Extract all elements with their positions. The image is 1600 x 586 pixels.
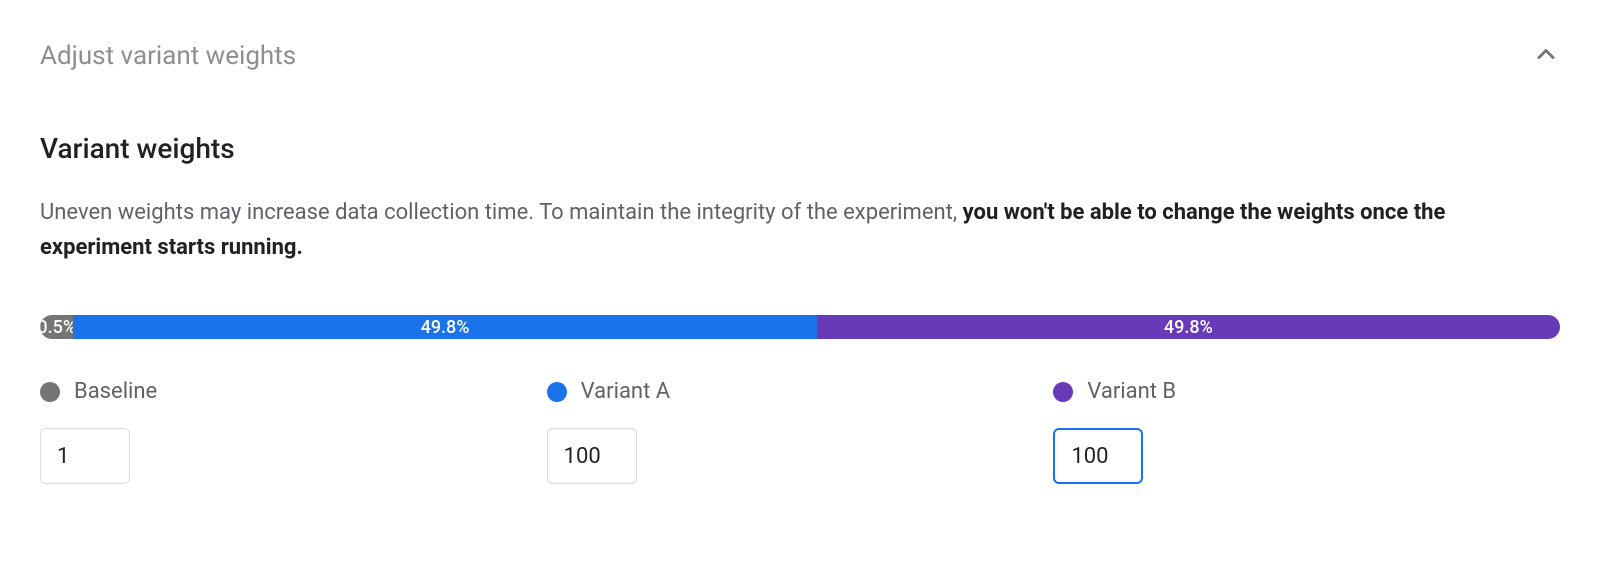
variant-column: Variant A bbox=[547, 379, 1054, 484]
weight-bar-segment: 0.5% bbox=[40, 315, 73, 339]
color-dot-icon bbox=[1053, 382, 1073, 402]
description-prefix: Uneven weights may increase data collect… bbox=[40, 200, 963, 225]
variant-label-row: Baseline bbox=[40, 379, 547, 404]
weight-bar-segment: 49.8% bbox=[817, 315, 1560, 339]
accordion-header[interactable]: Adjust variant weights bbox=[40, 40, 1560, 72]
accordion-title: Adjust variant weights bbox=[40, 41, 296, 71]
section-description: Uneven weights may increase data collect… bbox=[40, 195, 1560, 265]
weight-bar-segment: 49.8% bbox=[73, 315, 816, 339]
chevron-up-icon[interactable] bbox=[1532, 40, 1560, 72]
section-title: Variant weights bbox=[40, 132, 1560, 165]
color-dot-icon bbox=[547, 382, 567, 402]
variant-label-row: Variant B bbox=[1053, 379, 1560, 404]
variants-row: Baseline Variant A Variant B bbox=[40, 379, 1560, 484]
weight-input[interactable] bbox=[1053, 428, 1143, 484]
weight-input[interactable] bbox=[40, 428, 130, 484]
variant-name-label: Variant B bbox=[1087, 379, 1176, 404]
color-dot-icon bbox=[40, 382, 60, 402]
variant-name-label: Variant A bbox=[581, 379, 670, 404]
variant-column: Variant B bbox=[1053, 379, 1560, 484]
variant-column: Baseline bbox=[40, 379, 547, 484]
variant-label-row: Variant A bbox=[547, 379, 1054, 404]
weight-input[interactable] bbox=[547, 428, 637, 484]
weight-distribution-bar: 0.5%49.8%49.8% bbox=[40, 315, 1560, 339]
variant-name-label: Baseline bbox=[74, 379, 157, 404]
